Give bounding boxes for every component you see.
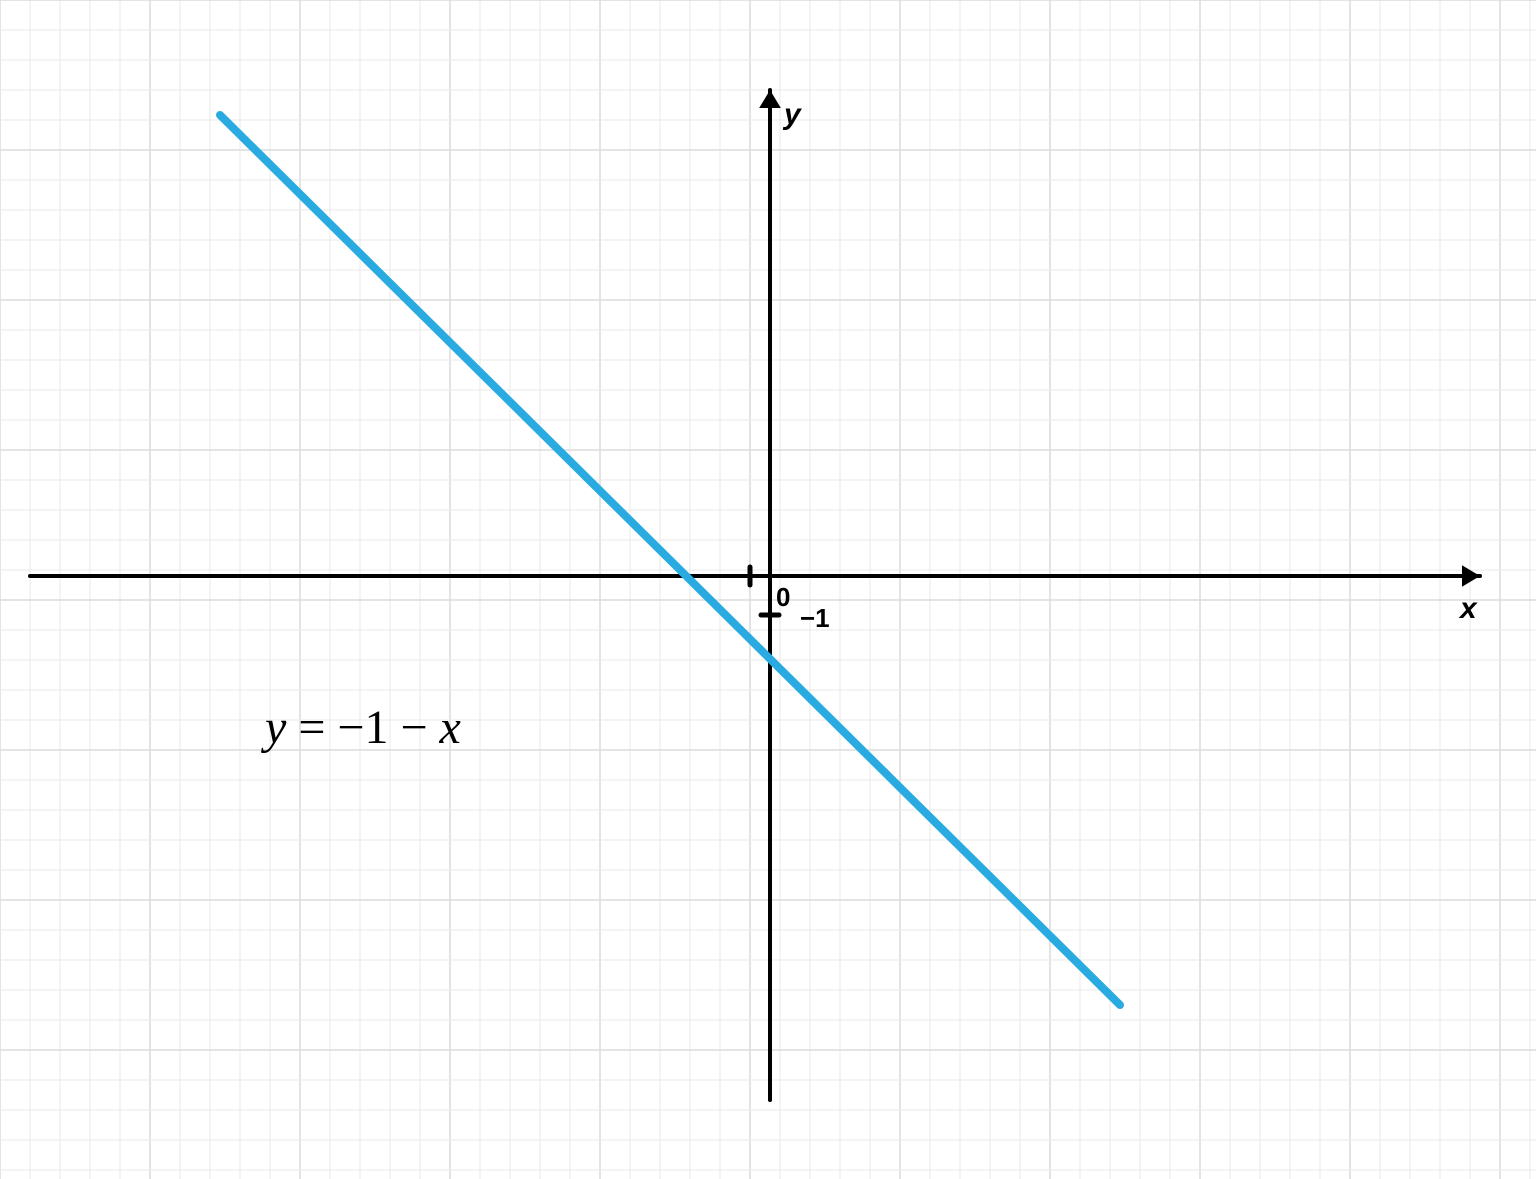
origin-label: 0 (776, 582, 790, 613)
equation-label: y = −1 − x (265, 700, 461, 755)
x-axis-label: x (1460, 592, 1477, 626)
line-chart (0, 0, 1536, 1179)
y-axis-label: y (784, 98, 801, 132)
y-tick-neg1-label: −1 (800, 603, 830, 634)
